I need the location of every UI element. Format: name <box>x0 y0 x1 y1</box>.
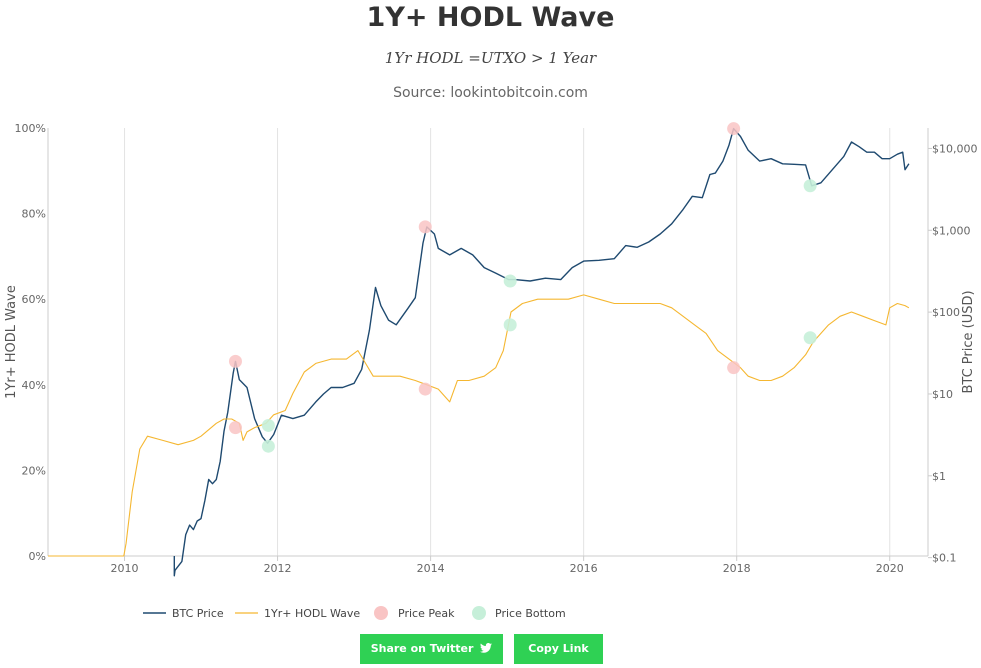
y-right-tick-label: $0.1 <box>932 552 957 565</box>
price-bottom-marker <box>261 418 275 432</box>
btc-price-line <box>173 127 910 577</box>
price-bottom-marker <box>261 439 275 453</box>
share-on-twitter-button[interactable]: Share on Twitter <box>360 634 503 664</box>
legend-price-peak-label[interactable]: Price Peak <box>398 607 455 620</box>
price-bottom-marker <box>803 331 817 345</box>
axes-layer: 1Yr+ HODL Wave BTC Price (USD) 2010 2012 2… <box>4 122 978 575</box>
y-right-tick-label: $100 <box>932 306 960 319</box>
y-right-tick-label: $1 <box>932 470 946 483</box>
y-left-tick-label: 0% <box>29 550 46 563</box>
y-left-tick-label: 20% <box>22 464 46 477</box>
y-left-tick-label: 80% <box>22 208 46 221</box>
legend-btc-price-label[interactable]: BTC Price <box>172 607 224 620</box>
markers-layer <box>228 122 817 453</box>
y-right-axis-title: BTC Price (USD) <box>961 290 976 393</box>
price-peak-marker <box>418 220 432 234</box>
y-left-tick-label: 40% <box>22 379 46 392</box>
chart-title: 1Y+ HODL Wave <box>366 2 615 33</box>
y-right-tick-label: $1,000 <box>932 224 971 237</box>
legend-hodl-wave-label[interactable]: 1Yr+ HODL Wave <box>264 607 360 620</box>
hodl-wave-line <box>48 294 910 557</box>
legend-price-bottom-label[interactable]: Price Bottom <box>495 607 566 620</box>
price-peak-marker <box>418 382 432 396</box>
price-peak-marker <box>727 361 741 375</box>
x-tick-label: 2020 <box>876 562 904 575</box>
chart-source: Source: lookintobitcoin.com <box>393 85 588 101</box>
y-right-tick-label: $10 <box>932 388 953 401</box>
share-on-twitter-label: Share on Twitter <box>370 642 474 655</box>
x-tick-label: 2014 <box>417 562 445 575</box>
price-peak-marker <box>228 421 242 435</box>
x-tick-label: 2018 <box>723 562 751 575</box>
y-left-tick-label: 60% <box>22 293 46 306</box>
copy-link-button[interactable]: Copy Link <box>514 634 603 664</box>
y-left-axis-title: 1Yr+ HODL Wave <box>4 285 19 399</box>
grid-layer <box>124 128 891 556</box>
y-right-tick-label: $10,000 <box>932 142 978 155</box>
legend-price-peak-swatch <box>374 606 388 620</box>
price-peak-marker <box>727 122 741 136</box>
x-tick-label: 2012 <box>264 562 292 575</box>
y-left-tick-label: 100% <box>15 122 46 135</box>
chart-subtitle: 1Yr HODL =UTXO > 1 Year <box>384 49 597 67</box>
price-bottom-marker <box>803 179 817 193</box>
price-peak-marker <box>228 354 242 368</box>
hodl-wave-chart: 1Yr+ HODL Wave BTC Price (USD) 2010 2012 2… <box>4 122 978 620</box>
x-tick-label: 2016 <box>570 562 598 575</box>
series-layer <box>48 127 910 577</box>
x-tick-label: 2010 <box>111 562 139 575</box>
legend: BTC Price 1Yr+ HODL Wave Price Peak Pric… <box>143 606 566 620</box>
legend-price-bottom-swatch <box>472 606 486 620</box>
price-bottom-marker <box>503 318 517 332</box>
price-bottom-marker <box>503 274 517 288</box>
copy-link-label: Copy Link <box>528 642 589 655</box>
twitter-bird-icon <box>480 643 493 653</box>
